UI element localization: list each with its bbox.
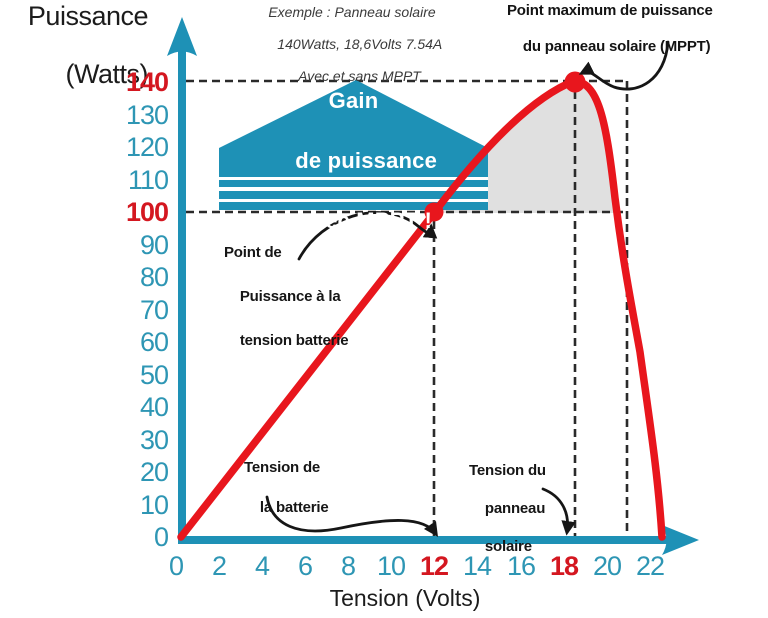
chart-example-note: Exemple : Panneau solaire 140Watts, 18,6… [240,4,464,84]
gain-banner-line2: de puissance [295,148,438,173]
y-tick-60: 60 [139,327,169,357]
y-tick-90: 90 [139,230,169,260]
annotation-battery-point: Point de Puissance à la tension batterie [224,242,349,352]
gain-banner-line1: Gain [328,88,379,113]
y-tick-10: 10 [139,490,169,520]
y-tick-140: 140 [125,67,169,97]
y-axis-title-line1: Puissance [27,1,149,31]
example-note-line1: Exemple : Panneau solaire [268,4,436,20]
gain-banner-text: Gain de puissance avec MPPT ! [219,86,488,236]
annotation-panel-voltage-line1: Tension du [469,462,546,479]
annotation-panel-voltage-line3: solaire [484,538,532,555]
power-voltage-curve [177,77,666,541]
x-tick-14: 14 [462,551,492,581]
arrow-to-battery-voltage-icon [265,495,439,538]
y-axis-title: Puissance (Watts) [8,1,149,89]
annotation-battery-voltage-line1: Tension de [244,459,321,476]
x-tick-4: 4 [254,551,270,581]
gain-banner-stripe-3 [219,202,488,210]
y-tick-100: 100 [125,197,169,227]
x-tick-20: 20 [592,551,622,581]
battery-point-marker [424,202,444,222]
mppt-point-marker [564,71,586,93]
annotation-battery-point-line1: Point de [224,244,282,261]
x-tick-0: 0 [168,551,184,581]
y-axis-title-line2: (Watts) [65,59,149,89]
x-tick-22: 22 [635,551,665,581]
mppt-heading: Point maximum de puissance du panneau so… [507,2,727,56]
y-tick-20: 20 [139,457,169,487]
gain-banner-stripe-2 [219,191,488,199]
annotation-panel-voltage: Tension du panneau solaire [469,461,546,556]
annotation-panel-voltage-line2: panneau [484,500,546,517]
arrow-to-panel-voltage-icon [541,487,576,536]
mppt-heading-line1: Point maximum de puissance [507,2,713,19]
arrow-to-mppt-point-icon [578,40,670,91]
y-tick-110: 110 [127,165,169,195]
x-tick-10: 10 [376,551,406,581]
x-tick-12: 12 [419,551,449,581]
annotation-battery-voltage-line2: la batterie [259,499,329,516]
x-tick-2: 2 [211,551,227,581]
y-tick-30: 30 [139,425,169,455]
y-tick-120: 120 [125,132,169,162]
example-note-line2: 140Watts, 18,6Volts 7.54A [277,36,443,52]
example-note-line3: Avec et sans MPPT [298,68,421,84]
x-axis-title: Tension (Volts) [329,585,481,611]
gain-banner-stripe-1 [219,180,488,187]
y-tick-130: 130 [125,100,169,130]
y-tick-80: 80 [139,262,169,292]
x-tick-18: 18 [549,551,579,581]
x-axis-arrow-icon [662,525,699,555]
arrow-to-battery-point-icon [297,211,438,261]
x-tick-6: 6 [297,551,313,581]
mppt-heading-line2: du panneau solaire (MPPT) [522,38,711,55]
x-tick-8: 8 [340,551,356,581]
y-tick-70: 70 [139,295,169,325]
y-tick-50: 50 [139,360,169,390]
annotation-battery-point-line3: tension batterie [239,332,349,349]
annotation-battery-voltage: Tension de la batterie [244,458,329,518]
x-tick-16: 16 [506,551,536,581]
y-axis-arrow-icon [167,17,197,56]
y-tick-0: 0 [153,522,169,552]
gain-banner-shape [219,80,488,177]
gain-banner-line3: avec MPPT ! [300,208,433,233]
y-tick-40: 40 [139,392,169,422]
annotation-battery-point-line2: Puissance à la [239,288,341,305]
